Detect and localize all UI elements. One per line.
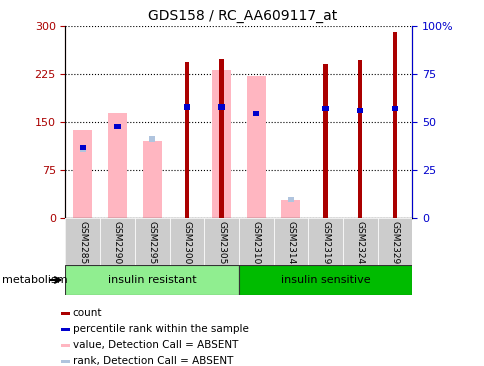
Bar: [342, 218, 377, 265]
Bar: [219, 59, 223, 218]
Bar: [392, 32, 396, 218]
Text: count: count: [73, 308, 102, 318]
Bar: [212, 70, 230, 218]
Bar: [322, 106, 328, 111]
Bar: [308, 218, 342, 265]
Bar: [114, 124, 121, 129]
Text: GSM2319: GSM2319: [320, 221, 330, 265]
Bar: [65, 265, 239, 295]
Bar: [73, 130, 92, 218]
Bar: [239, 218, 273, 265]
Bar: [218, 104, 224, 109]
Text: GSM2300: GSM2300: [182, 221, 191, 265]
Text: insulin sensitive: insulin sensitive: [280, 275, 370, 285]
Text: GSM2314: GSM2314: [286, 221, 295, 264]
Text: insulin resistant: insulin resistant: [107, 275, 196, 285]
Bar: [356, 108, 363, 113]
Bar: [142, 141, 161, 218]
Bar: [149, 137, 155, 142]
Bar: [183, 104, 190, 109]
Bar: [79, 147, 86, 152]
Text: GSM2305: GSM2305: [216, 221, 226, 265]
Bar: [100, 218, 135, 265]
Bar: [169, 218, 204, 265]
Bar: [184, 62, 189, 218]
Text: GSM2285: GSM2285: [78, 221, 87, 264]
Text: GDS158 / RC_AA609117_at: GDS158 / RC_AA609117_at: [148, 9, 336, 23]
Bar: [377, 218, 411, 265]
Text: rank, Detection Call = ABSENT: rank, Detection Call = ABSENT: [73, 356, 233, 366]
Text: percentile rank within the sample: percentile rank within the sample: [73, 324, 248, 334]
Bar: [108, 113, 127, 218]
Text: GSM2310: GSM2310: [251, 221, 260, 265]
Bar: [357, 60, 362, 218]
Text: value, Detection Call = ABSENT: value, Detection Call = ABSENT: [73, 340, 238, 350]
Text: GSM2324: GSM2324: [355, 221, 364, 264]
Bar: [60, 328, 70, 331]
Bar: [246, 75, 265, 218]
Bar: [135, 218, 169, 265]
Bar: [287, 197, 293, 202]
Text: metabolism: metabolism: [2, 275, 68, 285]
Bar: [60, 360, 70, 363]
Bar: [65, 218, 100, 265]
Text: GSM2295: GSM2295: [147, 221, 156, 264]
Bar: [281, 200, 300, 218]
Bar: [204, 218, 239, 265]
Bar: [323, 64, 327, 218]
Bar: [239, 265, 411, 295]
Bar: [253, 111, 259, 116]
Text: GSM2329: GSM2329: [390, 221, 399, 264]
Bar: [60, 344, 70, 347]
Bar: [391, 106, 397, 111]
Bar: [60, 312, 70, 315]
Bar: [273, 218, 308, 265]
Text: GSM2290: GSM2290: [113, 221, 122, 264]
Bar: [79, 145, 86, 150]
